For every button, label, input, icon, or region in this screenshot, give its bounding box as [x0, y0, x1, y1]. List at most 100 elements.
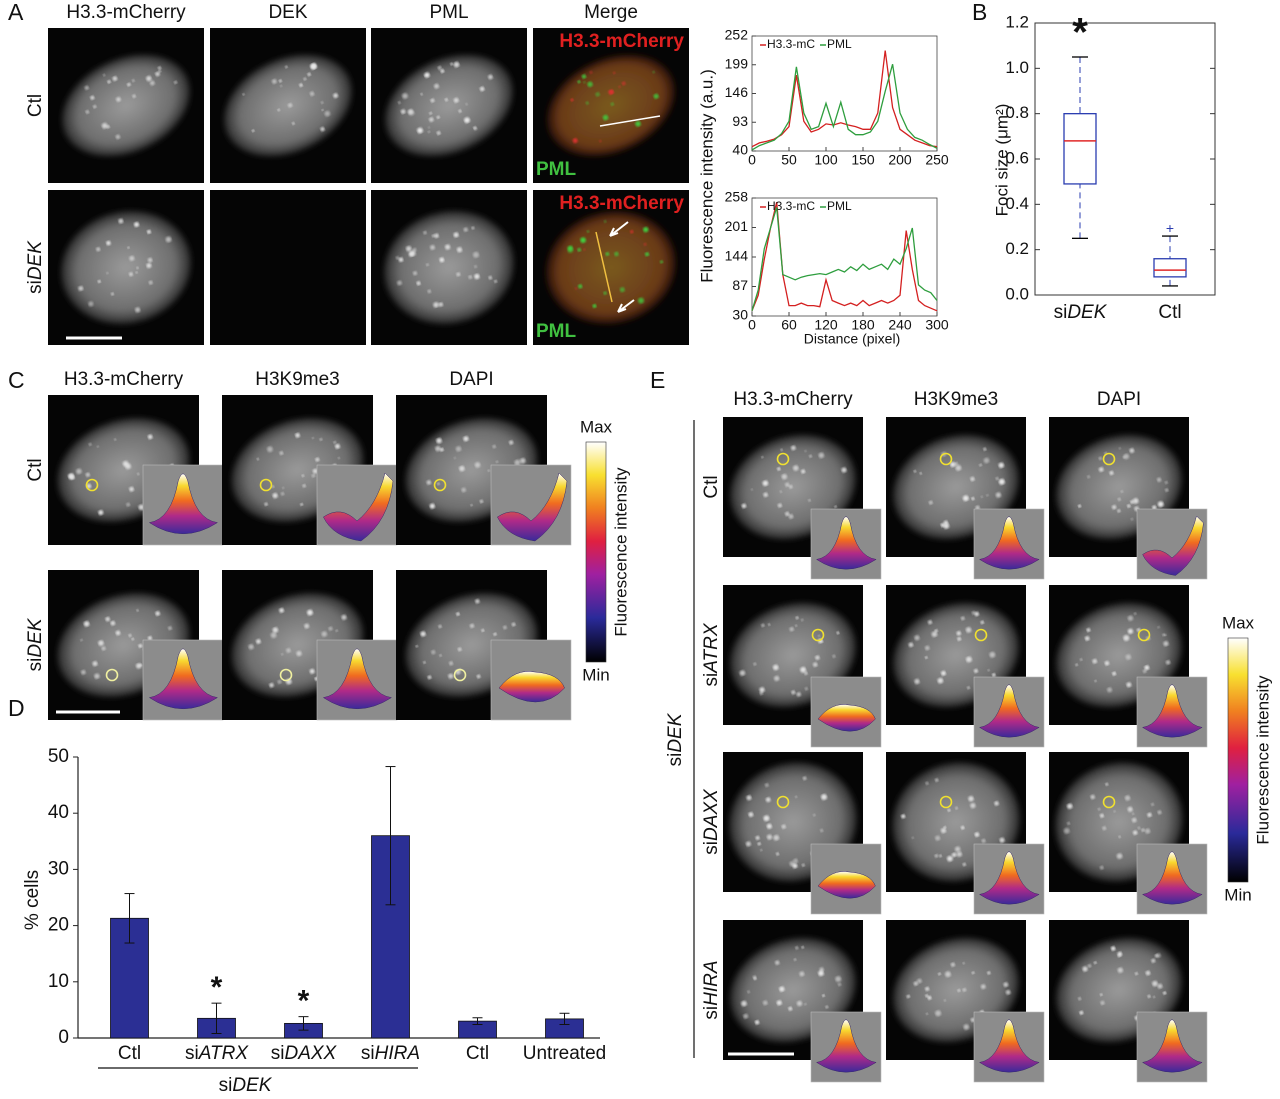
focus: [165, 236, 172, 243]
focus: [746, 795, 752, 801]
focus: [800, 618, 804, 622]
roi-circle: [433, 478, 447, 492]
y-tick-label: 30: [48, 858, 69, 879]
focus: [488, 275, 493, 280]
row-label-prefix: si: [25, 658, 46, 672]
focus: [126, 502, 131, 507]
panel-label: C: [8, 367, 25, 393]
focus: [926, 1012, 929, 1015]
y-tick-label: 0.0: [1005, 284, 1029, 303]
focus: [468, 275, 473, 279]
focus: [438, 624, 442, 629]
focus: [836, 631, 840, 635]
focus: [995, 492, 1002, 498]
focus: [448, 673, 454, 679]
focus: [1165, 660, 1171, 665]
surface-plot: [815, 516, 877, 570]
focus: [264, 502, 268, 506]
focus: [587, 81, 593, 88]
focus: [1078, 997, 1082, 1001]
merge-label: PML: [536, 321, 577, 342]
focus: [437, 482, 440, 486]
x-tick-label: Untreated: [523, 1043, 606, 1064]
focus: [960, 616, 965, 621]
focus: [315, 457, 320, 462]
nucleus: [546, 210, 676, 325]
x-tick-label: 120: [814, 317, 838, 333]
focus: [986, 494, 989, 497]
focus: [400, 109, 406, 114]
focus: [638, 297, 645, 304]
y-tick-label: 1.2: [1005, 12, 1029, 31]
significance: *: [1072, 11, 1088, 55]
focus: [157, 66, 162, 70]
focus: [825, 1005, 829, 1009]
y-tick-label: 20: [48, 915, 69, 936]
focus: [983, 457, 990, 464]
focus: [925, 994, 929, 998]
focus: [577, 80, 581, 84]
focus: [96, 247, 101, 252]
focus: [83, 621, 90, 627]
nucleus: [384, 210, 514, 325]
focus: [168, 626, 172, 630]
focus: [511, 622, 516, 627]
focus: [1125, 654, 1132, 660]
column-header: H3K9me3: [255, 369, 340, 390]
row-label: siDAXX: [701, 788, 722, 855]
nucleus: [224, 54, 352, 157]
focus: [320, 101, 324, 104]
focus: [998, 462, 1004, 469]
focus: [425, 263, 429, 267]
y-tick-label: 252: [725, 27, 749, 43]
focus: [753, 662, 757, 666]
x-tick-label-italic: HIRA: [375, 1043, 420, 1064]
focus: [333, 441, 337, 444]
focus: [774, 675, 780, 682]
focus: [939, 854, 942, 858]
focus: [817, 634, 820, 637]
focus: [148, 636, 152, 641]
focus: [287, 103, 293, 108]
focus: [612, 71, 616, 75]
plot-frame: [751, 197, 938, 317]
surface-plot: [1141, 1019, 1203, 1073]
focus: [426, 480, 432, 485]
focus: [279, 451, 284, 456]
nucleus: [61, 210, 191, 325]
focus: [474, 462, 481, 468]
focus: [1127, 504, 1131, 508]
focus: [428, 126, 431, 129]
focus: [1132, 830, 1138, 835]
focus: [820, 829, 824, 833]
focus: [1079, 1010, 1084, 1015]
focus: [333, 93, 339, 99]
focus: [474, 265, 477, 269]
focus: [1102, 826, 1107, 831]
focus: [928, 620, 933, 625]
focus: [98, 510, 104, 516]
focus: [967, 686, 970, 690]
focus: [320, 127, 325, 132]
focus: [913, 470, 917, 473]
focus: [285, 65, 288, 69]
focus: [149, 80, 155, 86]
focus: [439, 654, 442, 657]
focus: [614, 251, 619, 257]
focus: [935, 835, 941, 841]
focus: [103, 74, 106, 77]
arrow: [617, 299, 635, 313]
row-label-italic: ATRX: [701, 622, 722, 674]
x-tick-label: siDEK: [1054, 302, 1108, 323]
focus: [420, 93, 423, 96]
focus: [1003, 982, 1009, 988]
surface-plot: [323, 472, 394, 542]
row-label: siDEK: [25, 617, 46, 671]
x-tick-label-italic: DEK: [1067, 302, 1107, 323]
focus: [963, 1024, 970, 1030]
focus: [456, 272, 461, 277]
focus: [947, 855, 953, 862]
focus: [1067, 803, 1073, 809]
column-header: DAPI: [1097, 389, 1141, 410]
focus: [311, 473, 316, 478]
